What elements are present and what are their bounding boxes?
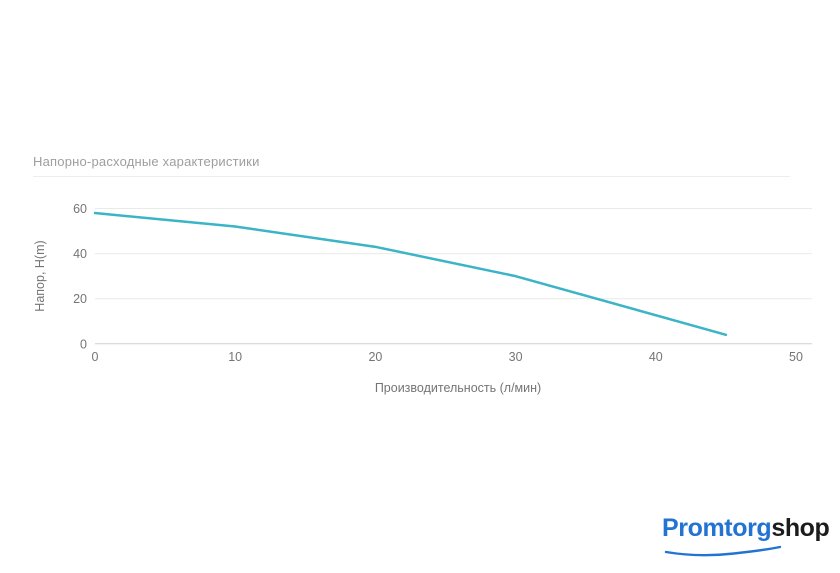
- x-tick-label-20: 20: [368, 350, 382, 364]
- chart-header: Напорно-расходные характеристики: [33, 155, 790, 177]
- x-tick-label-50: 50: [789, 350, 803, 364]
- chart-svg: 0 20 40 60 0 10 20 30 40 50 Напор, H(m) Производите…: [33, 202, 812, 395]
- head-flow-chart: 0 20 40 60 0 10 20 30 40 50 Напор, H(m) Производите…: [20, 188, 830, 403]
- x-tick-label-10: 10: [228, 350, 242, 364]
- y-tick-label-20: 20: [73, 292, 87, 306]
- y-tick-label-60: 60: [73, 202, 87, 216]
- y-axis-title: Напор, H(m): [33, 240, 47, 311]
- series-line: [93, 211, 728, 337]
- promtorgshop-logo: Promtorgshop: [662, 514, 830, 560]
- chart-title: Напорно-расходные характеристики: [33, 154, 260, 169]
- logo-text: Promtorgshop: [662, 514, 830, 542]
- y-tick-label-40: 40: [73, 247, 87, 261]
- logo-swoosh-icon: [664, 545, 782, 557]
- x-axis-title: Производительность (л/мин): [375, 381, 541, 395]
- x-tick-label-0: 0: [92, 350, 99, 364]
- swoosh-path: [664, 545, 782, 557]
- x-tick-label-30: 30: [509, 350, 523, 364]
- logo-part-promtorg: Promtorg: [662, 514, 772, 542]
- logo-part-shop: shop: [771, 514, 830, 542]
- x-tick-label-40: 40: [649, 350, 663, 364]
- y-tick-label-0: 0: [80, 337, 87, 351]
